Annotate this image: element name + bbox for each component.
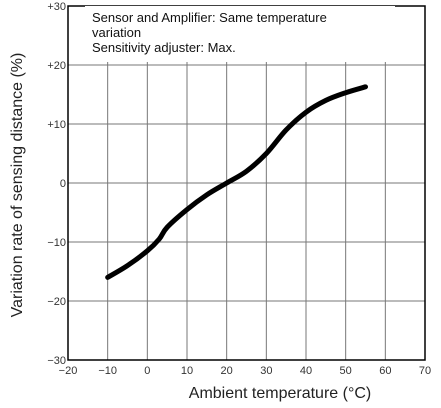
chart-grid [68, 6, 425, 360]
x-tick-label: 40 [300, 365, 312, 377]
annotation-line-2: variation [92, 25, 141, 40]
x-tick-label: 30 [260, 365, 272, 377]
x-tick-label: 10 [181, 365, 193, 377]
y-tick-label: +30 [47, 1, 66, 13]
annotation-line-3: Sensitivity adjuster: Max. [92, 40, 236, 55]
y-tick-label: −20 [47, 296, 66, 308]
x-tick-label: 0 [144, 365, 150, 377]
y-tick-label: −30 [47, 355, 66, 367]
x-tick-label: 20 [221, 365, 233, 377]
series-line [105, 84, 368, 280]
y-tick-label: −10 [47, 237, 66, 249]
x-tick-label: 60 [379, 365, 391, 377]
chart-ticks: −20 −10 0 10 20 30 40 50 60 70−30−20−100+10+20+30 [47, 1, 431, 377]
x-tick-label: −10 [98, 365, 117, 377]
annotation-box [85, 6, 395, 62]
x-tick-label: −20 [59, 365, 78, 377]
x-tick-label: 50 [340, 365, 352, 377]
y-tick-label: +20 [47, 60, 66, 72]
x-axis-label: Ambient temperature (°C) [189, 385, 371, 402]
y-tick-label: 0 [60, 178, 66, 190]
chart-series [105, 84, 368, 280]
y-axis-label: Variation rate of sensing distance (%) [9, 53, 26, 318]
y-tick-label: +10 [47, 119, 66, 131]
x-tick-label: 70 [419, 365, 431, 377]
annotation-line-1: Sensor and Amplifier: Same temperature [92, 10, 327, 25]
